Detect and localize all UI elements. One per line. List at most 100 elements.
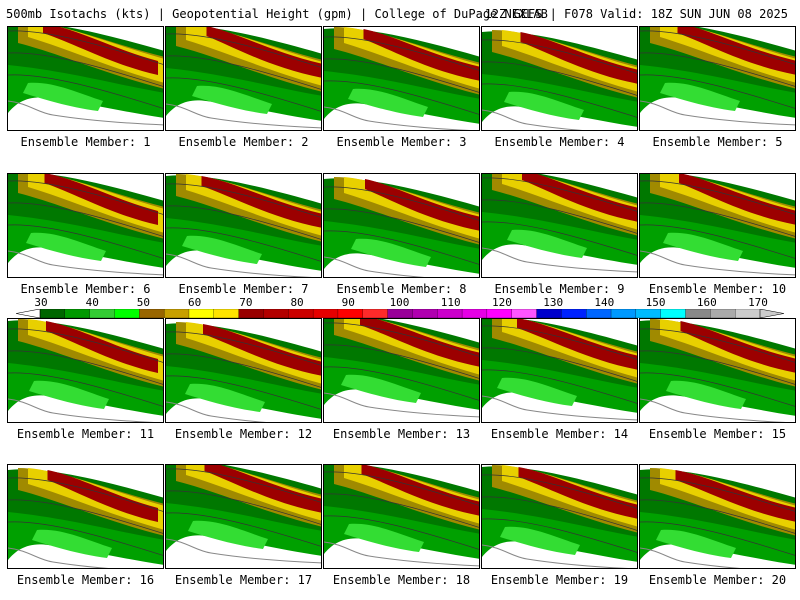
wind-field-50kt [192,85,272,114]
wind-field-70kt [502,174,637,230]
colorbar-tick-label: 40 [85,296,99,309]
isotach-map [8,319,163,422]
member-label: Ensemble Member: 2 [178,135,309,149]
coastline [8,398,155,422]
wind-field-70kt [28,27,163,83]
height-contour [482,518,637,553]
colorbar-tick-label: 130 [543,296,564,309]
height-contour [324,493,479,528]
height-contour [482,199,637,234]
height-contour [166,468,321,503]
height-contour [482,61,637,96]
wind-field-80kt [206,27,321,78]
height-contour [324,36,479,71]
wind-field-50kt [656,529,736,558]
height-contour [8,350,163,385]
height-contour [166,55,321,90]
isotach-map [482,465,637,568]
height-contour [166,331,321,366]
isotach-map [324,174,479,277]
wind-field-50kt [660,82,740,111]
ensemble-member-map [165,318,322,423]
wind-field-50kt [500,526,580,555]
height-contour [166,490,321,525]
colorbar-swatch [64,309,91,318]
wind-field-80kt [680,321,795,373]
isotach-map [166,174,321,277]
height-contour [640,52,795,87]
coastline [324,256,426,277]
isotach-map [8,27,163,130]
colorbar-swatch [163,309,190,318]
coastline [166,253,313,277]
coastline [166,401,268,422]
colorbar-tick-label: 80 [290,296,304,309]
wind-field-50kt [185,383,265,412]
wind-field-80kt [44,174,158,225]
height-contour [482,39,637,74]
coastline [324,106,471,130]
height-contour [8,202,163,237]
height-contour [324,322,479,357]
height-contour [640,499,795,534]
height-contour [324,471,479,506]
ensemble-member-map [639,173,796,278]
wind-field-70kt [186,465,321,521]
wind-field-80kt [365,179,479,231]
colorbar-swatch [660,309,687,318]
colorbar-swatch [635,309,662,318]
wind-field-50kt [29,380,109,409]
member-label: Ensemble Member: 8 [336,282,467,296]
height-contour [324,208,479,243]
member-label: Ensemble Member: 17 [174,573,313,587]
colorbar-tick-label: 150 [645,296,666,309]
member-label: Ensemble Member: 3 [336,135,467,149]
ensemble-member-map [165,173,322,278]
wind-field-50kt [32,529,112,558]
coastline [482,395,637,421]
colorbar-tick-label: 60 [188,296,202,309]
member-label: Ensemble Member: 7 [178,282,309,296]
isotach-map [640,465,795,568]
isotach-map [482,27,637,130]
ensemble-member-map [7,318,164,423]
height-contour [8,224,163,259]
height-contour [8,372,163,407]
member-label: Ensemble Member: 4 [494,135,625,149]
colorbar-tick-label: 140 [594,296,615,309]
height-contour [482,347,637,382]
coastline [8,547,110,568]
colorbar-tick-label: 170 [748,296,768,309]
height-contour [640,180,795,215]
height-contour [166,77,321,112]
wind-field-50kt [23,82,103,111]
coastline [324,541,479,567]
colorbar-tick-label: 70 [239,296,253,309]
isotach-map [166,27,321,130]
colorbar-swatch [238,309,265,318]
height-contour [8,74,163,109]
height-contour [166,512,321,547]
wind-field-80kt [518,467,637,519]
ensemble-member-map [323,173,480,278]
colorbar-swatch [685,309,711,318]
coastline [640,250,795,276]
isotach-map [640,319,795,422]
height-contour [8,499,163,534]
height-contour [482,474,637,509]
member-label: Ensemble Member: 5 [652,135,783,149]
colorbar-tick-label: 90 [341,296,355,309]
colorbar-swatch [710,309,736,318]
member-label: Ensemble Member: 9 [494,282,625,296]
wind-field-80kt [363,29,479,81]
coastline [166,103,321,129]
member-label: Ensemble Member: 19 [490,573,629,587]
height-contour [482,496,637,531]
isotach-map [482,174,637,277]
height-contour [324,80,479,115]
coastline [640,100,795,126]
ensemble-member-map [165,26,322,131]
height-contour [640,202,795,237]
colorbar-swatch [188,309,215,318]
colorbar-swatch [437,309,463,318]
